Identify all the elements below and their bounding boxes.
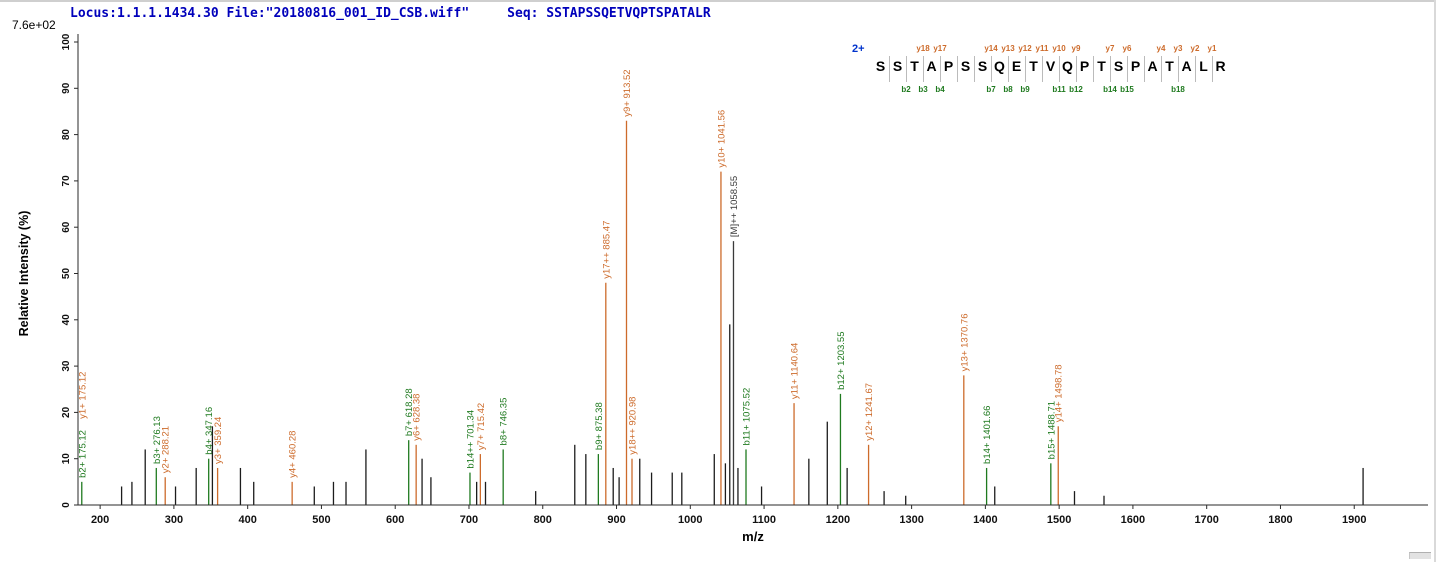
header-sequence-text: Seq: SSTAPSSQETVQPTSPATALR bbox=[507, 6, 711, 21]
y-axis-title: Relative Intensity (%) bbox=[17, 211, 31, 337]
y-tick-label: 60 bbox=[61, 221, 72, 233]
peak-label: b4+ 347.16 bbox=[204, 407, 215, 455]
peak-label: y11+ 1140.64 bbox=[790, 343, 801, 399]
x-tick-label: 1900 bbox=[1342, 514, 1366, 526]
x-tick-label: 1800 bbox=[1268, 514, 1292, 526]
window-resize-corner bbox=[1409, 552, 1431, 559]
peak-label: y14+ 1498.78 bbox=[1054, 364, 1065, 422]
x-tick-label: 1200 bbox=[826, 514, 850, 526]
peak-label: b14++ 701.34 bbox=[465, 410, 476, 469]
x-tick-label: 200 bbox=[91, 514, 109, 526]
x-axis-ticks: 200 300 400 500 600 700 800 900 1000 1100 1200 1300… bbox=[91, 505, 1366, 526]
peak-label: y4+ 460.28 bbox=[288, 431, 299, 478]
peak-label: y6+ 628.38 bbox=[412, 394, 423, 441]
x-tick-label: 400 bbox=[238, 514, 256, 526]
peak-label: [M]++ 1058.55 bbox=[729, 176, 740, 237]
x-tick-label: 1300 bbox=[899, 514, 923, 526]
peak-label: y9+ 913.52 bbox=[622, 69, 633, 116]
x-tick-label: 1500 bbox=[1047, 514, 1071, 526]
peak-label: y18++ 920.98 bbox=[628, 397, 639, 455]
x-tick-label: 1600 bbox=[1121, 514, 1145, 526]
peak-label: b9+ 875.38 bbox=[594, 402, 605, 450]
peak-label: y17++ 885.47 bbox=[601, 221, 612, 279]
peak-label: y10+ 1041.56 bbox=[716, 110, 727, 168]
x-tick-label: 900 bbox=[607, 514, 625, 526]
peak-label: b12+ 1203.55 bbox=[836, 331, 847, 389]
spectrum-header: Locus:1.1.1.1434.30 File:"20180816_001_I… bbox=[70, 6, 711, 21]
x-tick-label: 800 bbox=[534, 514, 552, 526]
x-tick-label: 1100 bbox=[752, 514, 776, 526]
peak-label: b8+ 746.35 bbox=[499, 398, 510, 446]
y-tick-label: 90 bbox=[61, 82, 72, 94]
peak-label: b15+ 1488.71 bbox=[1046, 401, 1057, 459]
y-axis-ticks: 0 10 20 30 40 50 60 70 80 90 100 bbox=[61, 33, 78, 508]
x-tick-label: 300 bbox=[165, 514, 183, 526]
y-tick-label: 10 bbox=[61, 453, 72, 465]
peak-label: y1+ 175.12 bbox=[77, 372, 88, 419]
peak-label: b3+ 276.13 bbox=[152, 416, 163, 464]
x-tick-label: 700 bbox=[460, 514, 478, 526]
y-tick-label: 50 bbox=[61, 268, 72, 280]
peak-label: y3+ 359.24 bbox=[213, 417, 224, 464]
x-tick-label: 600 bbox=[386, 514, 404, 526]
y-tick-label: 70 bbox=[61, 175, 72, 187]
intensity-scale-label: 7.6e+02 bbox=[12, 18, 56, 32]
peak-label: y7+ 715.42 bbox=[476, 403, 487, 450]
y-tick-label: 100 bbox=[61, 33, 72, 50]
x-tick-label: 1400 bbox=[973, 514, 997, 526]
y-tick-label: 80 bbox=[61, 129, 72, 141]
x-axis-title: m/z bbox=[742, 529, 764, 544]
peak-label: b7+ 618.28 bbox=[404, 388, 415, 436]
window-top-edge bbox=[0, 0, 1434, 2]
x-tick-label: 1700 bbox=[1194, 514, 1218, 526]
x-tick-label: 500 bbox=[312, 514, 330, 526]
peak-label: b2+ 175.12 bbox=[77, 430, 88, 478]
y-tick-label: 30 bbox=[61, 360, 72, 372]
y-tick-label: 0 bbox=[61, 502, 72, 508]
peak-label: y12+ 1241.67 bbox=[864, 383, 875, 441]
locus-file-text: Locus:1.1.1.1434.30 File:"20180816_001_I… bbox=[70, 6, 470, 21]
y-tick-label: 40 bbox=[61, 314, 72, 326]
y-tick-label: 20 bbox=[61, 406, 72, 418]
peak-label: b11+ 1075.52 bbox=[742, 388, 753, 446]
peak-label: b14+ 1401.66 bbox=[982, 406, 993, 464]
peak-label: y13+ 1370.76 bbox=[959, 314, 970, 372]
x-tick-label: 1000 bbox=[678, 514, 702, 526]
peak-label: y2+ 288.21 bbox=[161, 426, 172, 473]
